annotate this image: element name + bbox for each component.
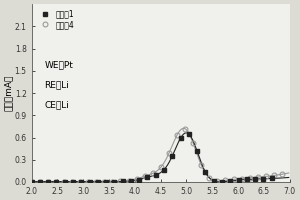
对比例1 (121, 180, 124, 183)
实施例4 (135, 178, 138, 180)
Text: CE：Li: CE：Li (44, 100, 69, 109)
Line: 实施例4: 实施例4 (29, 126, 284, 184)
Y-axis label: 电流（mA）: 电流（mA） (4, 75, 13, 111)
实施例4 (208, 177, 211, 179)
实施例4 (118, 180, 122, 183)
实施例4 (127, 180, 130, 182)
对比例1 (80, 180, 83, 183)
Line: 对比例1: 对比例1 (29, 132, 274, 184)
对比例1 (38, 180, 42, 183)
实施例4 (272, 174, 276, 177)
实施例4 (151, 172, 154, 175)
实施例4 (94, 180, 98, 183)
实施例4 (70, 180, 74, 183)
实施例4 (175, 134, 179, 136)
对比例1 (245, 178, 249, 181)
实施例4 (38, 180, 41, 183)
实施例4 (110, 180, 114, 183)
对比例1 (46, 180, 50, 183)
实施例4 (62, 180, 66, 183)
实施例4 (248, 177, 251, 179)
实施例4 (191, 142, 195, 144)
对比例1 (237, 179, 240, 181)
对比例1 (55, 180, 58, 183)
对比例1 (96, 180, 100, 183)
Text: RE：Li: RE：Li (44, 80, 69, 89)
对比例1 (229, 180, 232, 182)
对比例1 (204, 171, 207, 173)
实施例4 (200, 164, 203, 166)
实施例4 (78, 180, 82, 183)
对比例1 (212, 180, 215, 182)
实施例4 (256, 176, 260, 178)
对比例1 (112, 180, 116, 183)
实施例4 (46, 180, 50, 183)
实施例4 (167, 152, 171, 154)
实施例4 (159, 166, 163, 168)
对比例1 (170, 155, 174, 157)
对比例1 (179, 137, 182, 139)
对比例1 (270, 177, 274, 180)
对比例1 (63, 180, 67, 183)
对比例1 (220, 181, 224, 183)
对比例1 (129, 180, 133, 182)
对比例1 (162, 168, 166, 171)
对比例1 (137, 178, 141, 181)
对比例1 (187, 133, 191, 135)
对比例1 (195, 150, 199, 153)
实施例4 (54, 180, 58, 183)
对比例1 (104, 180, 108, 183)
实施例4 (143, 175, 146, 177)
实施例4 (183, 128, 187, 130)
对比例1 (146, 176, 149, 178)
对比例1 (262, 178, 265, 180)
实施例4 (280, 173, 284, 175)
对比例1 (154, 174, 158, 176)
Text: WE：Pt: WE：Pt (44, 60, 73, 69)
Legend: 对比例1, 实施例4: 对比例1, 实施例4 (35, 8, 76, 31)
实施例4 (224, 179, 227, 182)
实施例4 (103, 180, 106, 183)
实施例4 (86, 180, 90, 183)
实施例4 (216, 180, 219, 182)
实施例4 (30, 180, 33, 183)
对比例1 (71, 180, 75, 183)
实施例4 (240, 177, 243, 180)
实施例4 (264, 175, 268, 178)
实施例4 (232, 178, 235, 181)
对比例1 (253, 178, 257, 180)
对比例1 (88, 180, 91, 183)
对比例1 (30, 180, 33, 183)
